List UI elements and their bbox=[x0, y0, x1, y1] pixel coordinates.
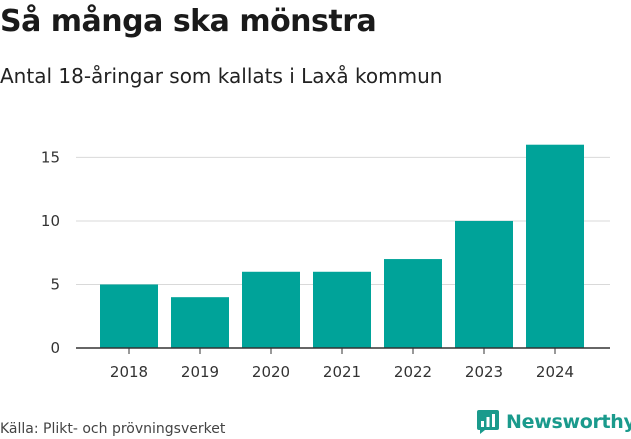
x-tick-label-2024: 2024 bbox=[536, 363, 574, 381]
source-note: Källa: Plikt- och prövningsverket bbox=[0, 421, 226, 437]
y-axis-ticks: 0 5 10 15 bbox=[41, 148, 60, 357]
bar-2021 bbox=[313, 271, 371, 348]
y-tick-label-5: 5 bbox=[50, 275, 60, 293]
bar-chart-icon bbox=[477, 410, 499, 434]
bar-2022 bbox=[384, 259, 442, 348]
bar-2020 bbox=[242, 271, 300, 348]
x-tick-label-2020: 2020 bbox=[252, 363, 290, 381]
x-axis-ticks: 2018 2019 2020 2021 2022 2023 2024 bbox=[110, 348, 574, 381]
x-tick-label-2019: 2019 bbox=[181, 363, 219, 381]
brand-name: Newsworthy bbox=[506, 411, 631, 433]
bar-2018 bbox=[100, 284, 158, 348]
x-tick-label-2021: 2021 bbox=[323, 363, 361, 381]
chart-title: Så många ska mönstra bbox=[0, 4, 377, 39]
y-tick-label-10: 10 bbox=[41, 212, 60, 230]
y-tick-label-15: 15 bbox=[41, 148, 60, 166]
x-tick-label-2018: 2018 bbox=[110, 363, 148, 381]
bar-2019 bbox=[171, 297, 229, 348]
bars bbox=[100, 144, 584, 348]
y-tick-label-0: 0 bbox=[50, 339, 60, 357]
x-tick-label-2023: 2023 bbox=[465, 363, 503, 381]
chart-subtitle: Antal 18-åringar som kallats i Laxå komm… bbox=[0, 64, 443, 88]
x-tick-label-2022: 2022 bbox=[394, 363, 432, 381]
bar-2024 bbox=[526, 144, 584, 348]
bar-2023 bbox=[455, 220, 513, 348]
brand-logo: Newsworthy bbox=[476, 409, 631, 435]
